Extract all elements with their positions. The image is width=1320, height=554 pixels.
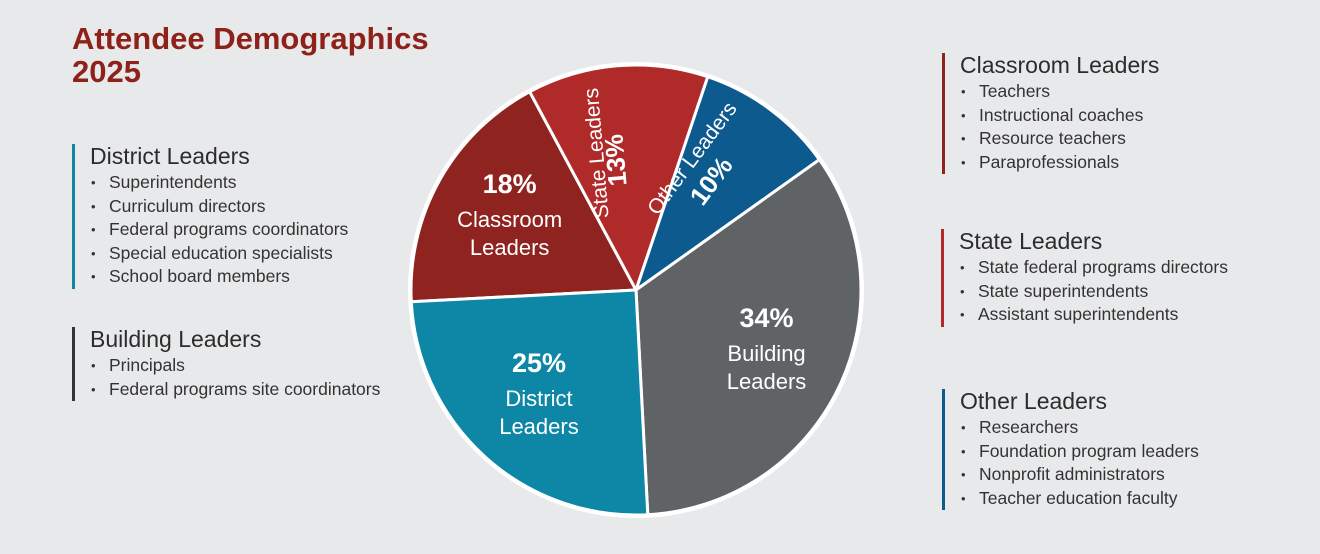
group-list: State federal programs directorsState su… (959, 256, 1228, 327)
legend-group-classroom-leaders: Classroom Leaders TeachersInstructional … (942, 52, 1160, 175)
list-item: Nonprofit administrators (960, 463, 1199, 487)
group-list: ResearchersFoundation program leadersNon… (960, 416, 1199, 510)
legend-group-building-leaders: Building Leaders PrincipalsFederal progr… (72, 326, 380, 402)
pie-slice-other-leaders (634, 75, 821, 292)
list-item: School board members (90, 265, 348, 289)
pie-category-label: Leaders (470, 235, 550, 260)
group-list: SuperintendentsCurriculum directorsFeder… (90, 171, 348, 289)
pie-category-label: Leaders (499, 414, 579, 439)
pie-percent-label: 18% (483, 169, 537, 199)
pie-slice-district-leaders (409, 288, 650, 517)
title-line-1: Attendee Demographics (72, 21, 429, 56)
legend-group-district-leaders: District Leaders SuperintendentsCurricul… (72, 144, 348, 289)
title-line-2: 2025 (72, 54, 141, 89)
pie-slice-classroom-leaders (409, 90, 638, 304)
list-item: Teachers (960, 80, 1159, 104)
group-list: TeachersInstructional coachesResource te… (960, 80, 1159, 174)
list-item: Paraprofessionals (960, 151, 1159, 175)
list-item: Teacher education faculty (960, 487, 1199, 511)
group-title: State Leaders (959, 228, 1103, 254)
list-item: Resource teachers (960, 127, 1159, 151)
pie-category-label: Building (727, 341, 805, 366)
list-item: Superintendents (90, 171, 348, 195)
list-item: Federal programs coordinators (90, 218, 348, 242)
pie-slice-state-leaders (528, 63, 710, 292)
list-item: Federal programs site coordinators (90, 378, 380, 402)
list-item: State superintendents (959, 280, 1228, 304)
group-title: District Leaders (90, 143, 250, 169)
group-title: Building Leaders (90, 326, 262, 352)
pie-category-label: Classroom (457, 207, 562, 232)
list-item: Foundation program leaders (960, 440, 1199, 464)
group-title: Classroom Leaders (960, 52, 1160, 78)
pie-category-label: Leaders (727, 369, 807, 394)
pie-slice-building-leaders (634, 158, 863, 517)
list-item: Researchers (960, 416, 1199, 440)
page-title: Attendee Demographics 2025 (72, 22, 429, 88)
pie-percent-label: 25% (512, 348, 566, 378)
list-item: Instructional coaches (960, 104, 1159, 128)
group-list: PrincipalsFederal programs site coordina… (90, 354, 380, 401)
legend-group-state-leaders: State Leaders State federal programs dir… (941, 229, 1228, 327)
pie-percent-label: 34% (740, 303, 794, 333)
list-item: Special education specialists (90, 242, 348, 266)
pie-percent-label: 13% (598, 133, 632, 187)
legend-group-other-leaders: Other Leaders ResearchersFoundation prog… (942, 388, 1199, 511)
pie-category-label: District (505, 386, 572, 411)
pie-outline (408, 62, 864, 518)
list-item: Curriculum directors (90, 195, 348, 219)
list-item: Principals (90, 354, 380, 378)
list-item: State federal programs directors (959, 256, 1228, 280)
group-title: Other Leaders (960, 388, 1108, 414)
list-item: Assistant superintendents (959, 303, 1228, 327)
